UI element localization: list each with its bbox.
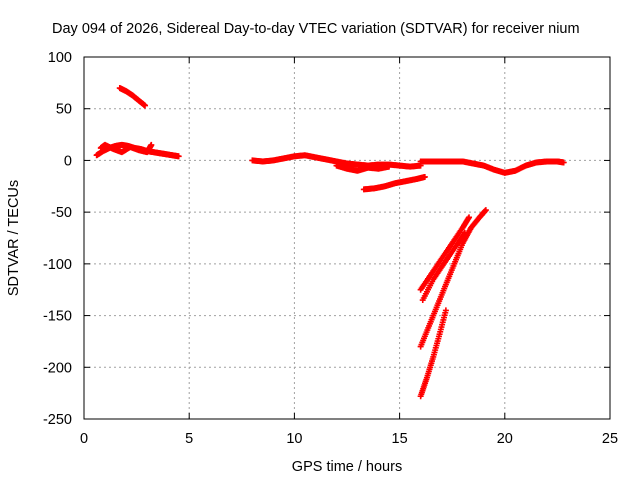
x-axis-label: GPS time / hours — [292, 459, 402, 475]
y-tick-label: 100 — [48, 50, 72, 66]
y-tick-label: -100 — [43, 257, 72, 273]
data-series — [417, 207, 489, 350]
data-series — [417, 307, 449, 400]
data-point — [442, 307, 449, 314]
axis-ticks: 0 5 10 15 20 25 100 50 0 -50 -100 -150 -200 -250 — [43, 50, 618, 447]
data-series — [97, 141, 155, 156]
x-tick-label: 20 — [497, 431, 513, 447]
x-tick-label: 25 — [602, 431, 618, 447]
data-point — [482, 207, 489, 214]
y-tick-label: 0 — [64, 153, 72, 169]
data-series — [417, 214, 473, 293]
chart-title: Day 094 of 2026, Sidereal Day-to-day VTE… — [52, 21, 580, 37]
y-tick-label: 50 — [56, 102, 72, 118]
x-tick-label: 15 — [392, 431, 408, 447]
data-series — [333, 162, 393, 174]
x-tick-label: 0 — [80, 431, 88, 447]
y-axis-label: SDTVAR / TECUs — [6, 180, 22, 296]
data-point — [560, 159, 567, 166]
data-point — [175, 153, 182, 160]
y-tick-label: -150 — [43, 309, 72, 325]
data-point — [421, 173, 428, 180]
data-series — [116, 85, 149, 109]
y-tick-label: -200 — [43, 360, 72, 376]
data-point — [142, 102, 149, 109]
x-tick-label: 10 — [286, 431, 302, 447]
grid-lines — [84, 57, 610, 419]
data-series — [249, 152, 424, 170]
data-point — [386, 163, 393, 170]
data-point — [148, 141, 155, 148]
x-tick-label: 5 — [185, 431, 193, 447]
data-points — [93, 85, 567, 400]
data-series — [417, 158, 567, 176]
data-point — [466, 214, 473, 221]
plot-frame — [83, 56, 611, 420]
data-series — [360, 173, 428, 193]
y-tick-label: -50 — [51, 205, 72, 221]
y-tick-label: -250 — [43, 412, 72, 428]
